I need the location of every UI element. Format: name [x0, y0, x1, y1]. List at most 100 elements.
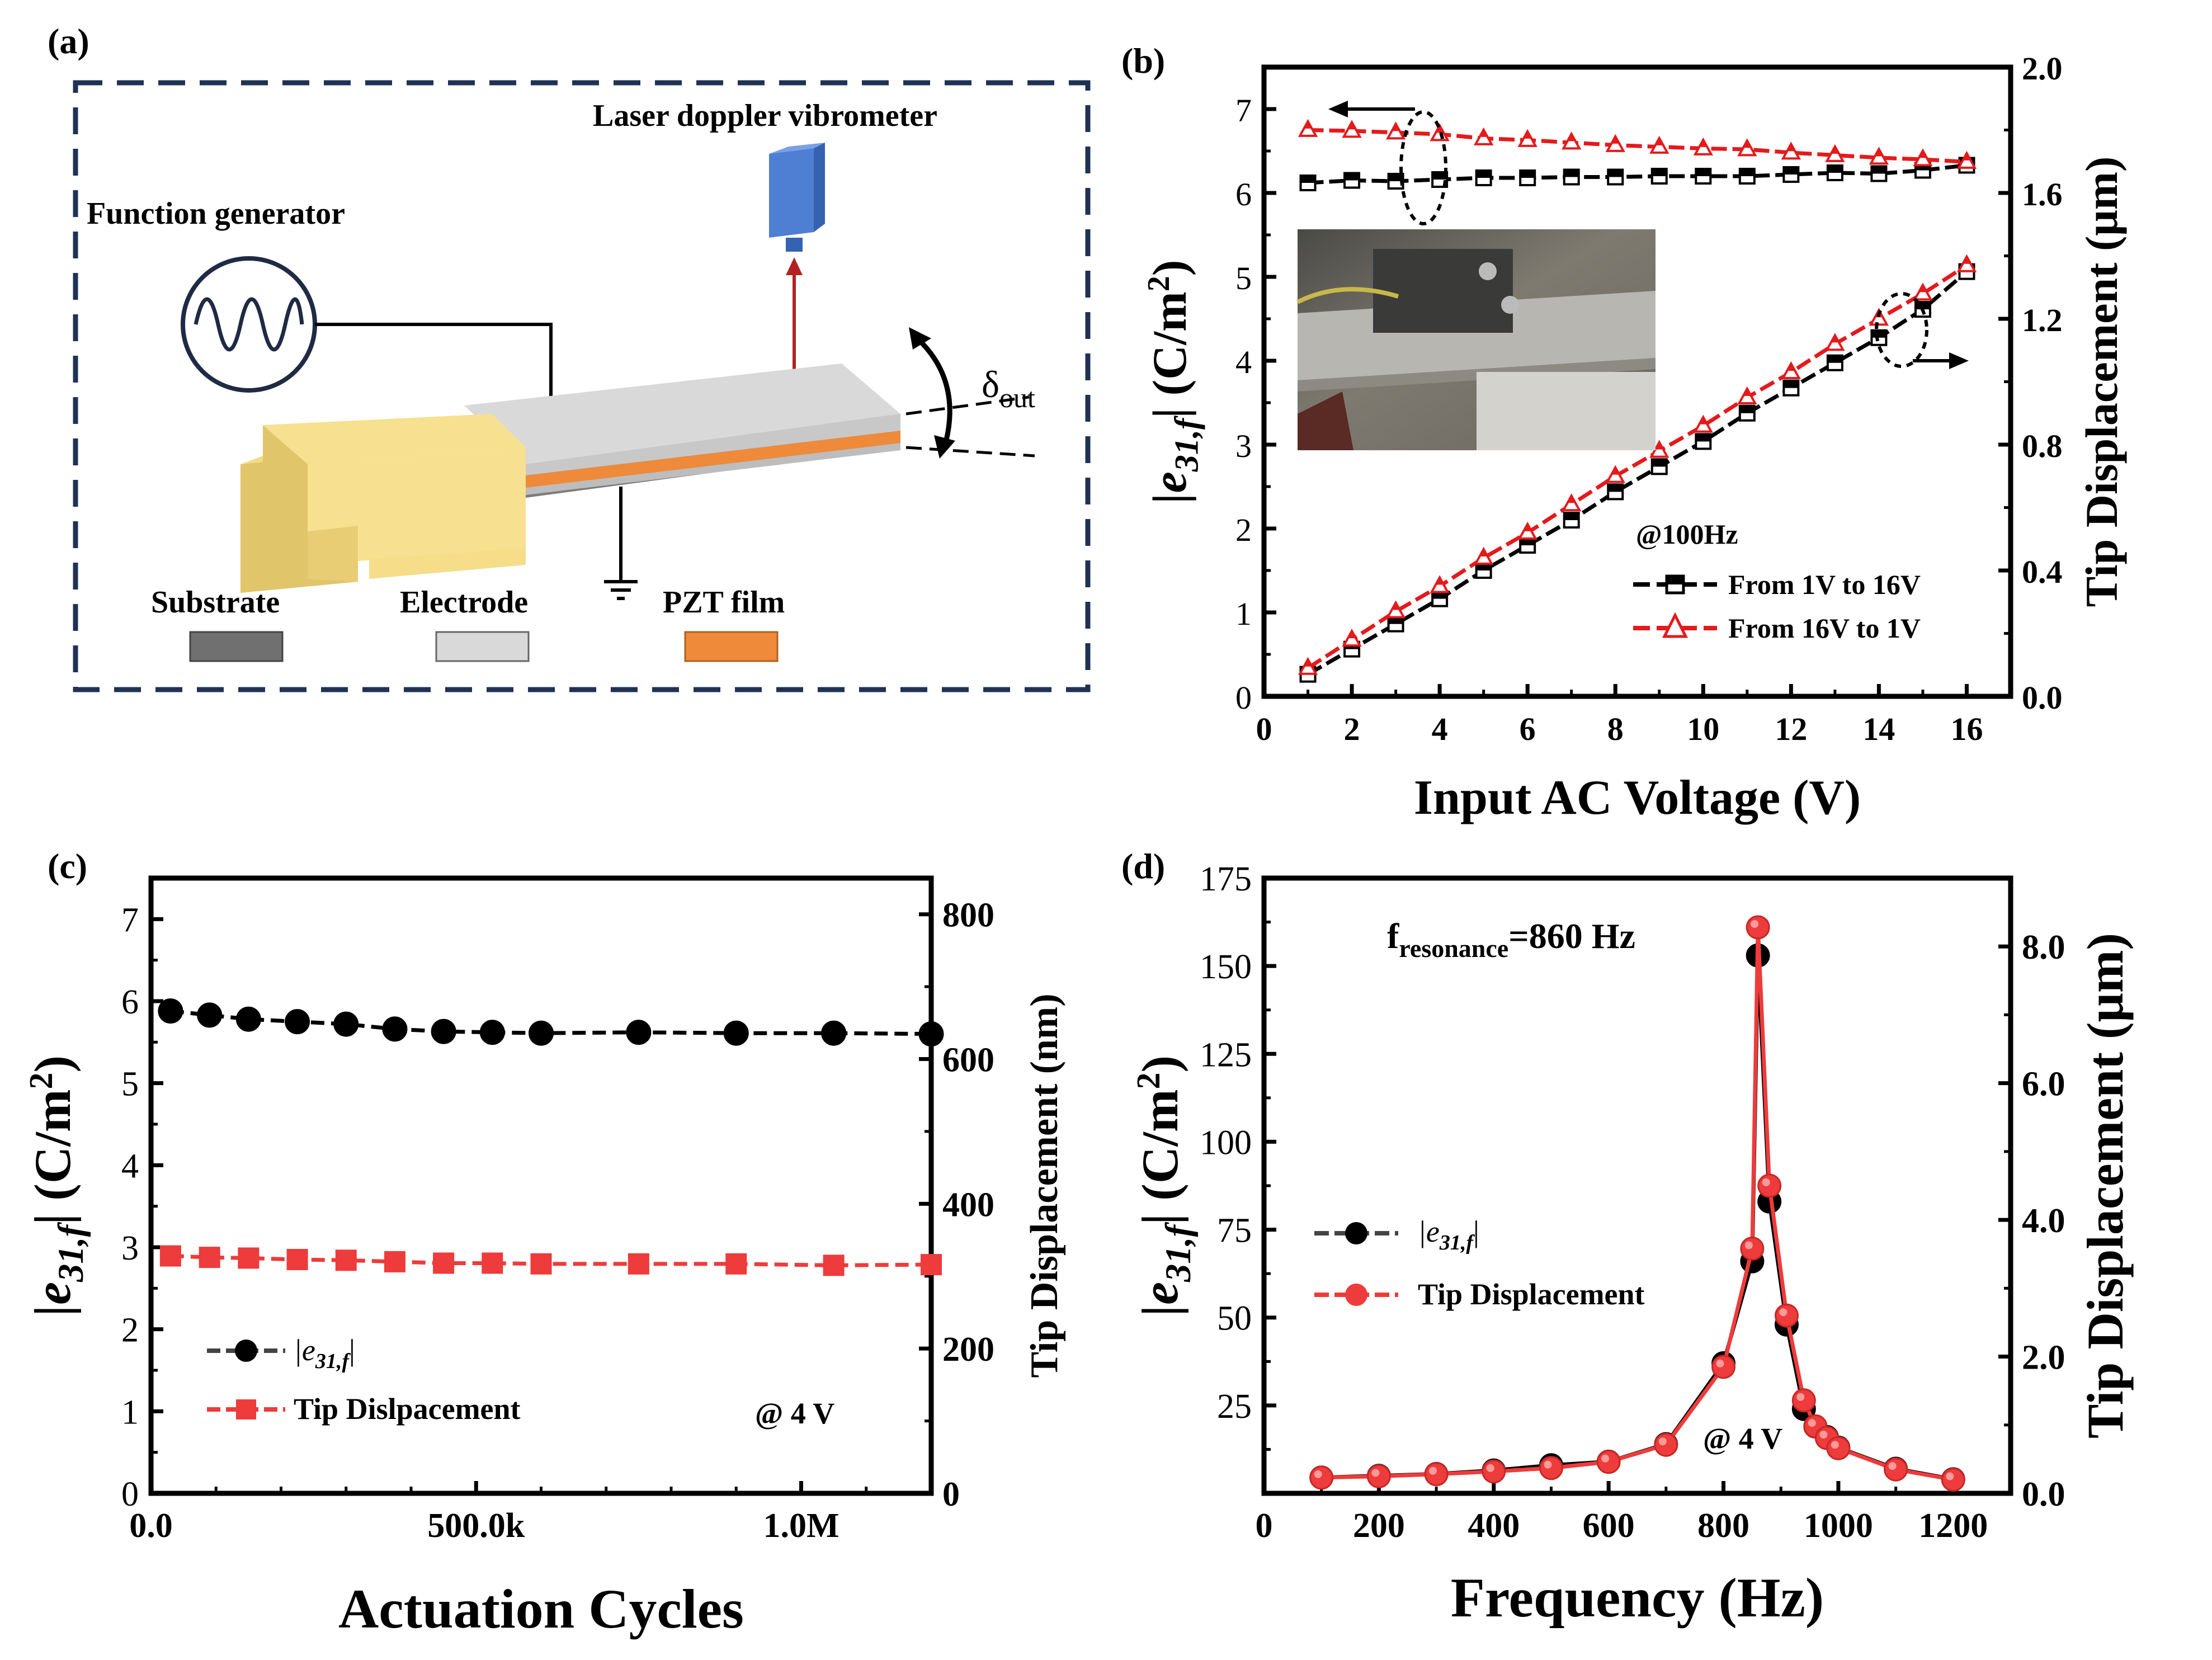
material-legend: Substrate Electrode PZT film [151, 585, 785, 662]
data-point-top [1347, 631, 1356, 639]
function-generator-label: Function generator [87, 196, 345, 231]
data-point-half [1564, 169, 1579, 177]
data-point [628, 1253, 649, 1275]
data-point-top [1963, 153, 1971, 161]
data-point-half [1827, 166, 1842, 173]
data-point-top [1743, 389, 1751, 397]
laser-head-icon [769, 143, 825, 252]
data-point [1711, 1355, 1736, 1379]
data-point [530, 1253, 552, 1275]
data-point-half [1564, 513, 1579, 520]
y2-tick-label: 400 [942, 1186, 994, 1224]
data-point [235, 1006, 261, 1032]
y2-tick-label: 0.4 [2022, 554, 2063, 590]
y2-tick-label: 200 [942, 1331, 994, 1369]
data-point-highlight [1429, 1466, 1437, 1475]
data-point-half [1476, 563, 1491, 570]
panel-b-legend: From 1V to 16V From 16V to 1V [1633, 569, 1921, 644]
data-point [482, 1252, 503, 1274]
data-point [431, 1018, 456, 1044]
x-tick-label: 16 [1950, 711, 1983, 747]
cantilever-icon [464, 364, 900, 498]
legend-substrate-label: Substrate [151, 585, 280, 620]
data-point-half [1300, 176, 1315, 183]
series-line [1308, 163, 1967, 185]
data-point-top [1304, 121, 1312, 129]
y-tick-label: 25 [1217, 1388, 1252, 1426]
schematic-frame [73, 80, 1091, 692]
y2-tick-label: 1.6 [2022, 176, 2063, 213]
data-point [1941, 1468, 1965, 1492]
data-point-top [1699, 417, 1708, 425]
y-tick-label: 7 [121, 901, 139, 939]
data-point-top [1743, 140, 1751, 148]
data-point-half [1871, 166, 1886, 174]
data-point [1775, 1303, 1799, 1328]
data-point-highlight [1888, 1462, 1897, 1470]
data-point-highlight [1819, 1431, 1828, 1439]
data-point-highlight [1946, 1472, 1954, 1480]
data-point-top [1524, 524, 1532, 531]
electrode-swatch [435, 631, 530, 662]
data-point [1884, 1457, 1908, 1482]
y2-tick-label: 0.0 [2022, 1475, 2065, 1513]
x-tick-label: 0 [1256, 1507, 1273, 1545]
data-point-highlight [1371, 1469, 1380, 1477]
legend-down-sweep: From 16V to 1V [1728, 612, 1921, 644]
x-axis-label: Input AC Voltage (V) [1414, 771, 1861, 825]
data-point-top [1831, 335, 1840, 343]
data-point-top [1567, 496, 1576, 503]
panel-label-d: (d) [1121, 846, 1165, 886]
data-point-half [1608, 169, 1623, 177]
legend-up-sweep: From 1V to 16V [1728, 569, 1921, 600]
x-axis-label: Actuation Cycles [338, 1578, 744, 1640]
data-point-half [1476, 171, 1491, 178]
data-point [1757, 1173, 1782, 1198]
data-point-top [1918, 150, 1927, 158]
series-line [1308, 128, 1967, 164]
panel-c-legend: |e31,f| Tip Dislpacement [207, 1333, 521, 1426]
panel-d-axes: 0 200 400 600 800 1000 1200 25 50 75 100 125 150 175 0… [1130, 860, 2134, 1629]
data-point-top [1787, 364, 1795, 371]
data-point [823, 1255, 845, 1276]
data-point-highlight [1486, 1464, 1494, 1472]
data-point [1740, 1236, 1765, 1261]
data-point [1596, 1450, 1621, 1474]
data-point [1309, 1465, 1334, 1490]
data-point-half [1739, 405, 1754, 413]
data-point-top [1435, 577, 1444, 585]
x-tick-label: 200 [1353, 1507, 1405, 1545]
x-tick-label: 14 [1862, 711, 1895, 747]
data-point-half [1696, 434, 1711, 442]
y2-axis-label: Tip Displacement (μm) [2077, 933, 2134, 1439]
series-line [1307, 263, 1968, 670]
x-tick-label: 10 [1687, 711, 1719, 747]
data-point [199, 1247, 220, 1268]
panel-d-chart: (d) 0 200 400 600 800 1000 1200 25 50 75 100 125 150… [1121, 846, 2134, 1629]
data-point [1366, 1464, 1391, 1488]
data-point-half [1388, 616, 1403, 624]
y-tick-label: 125 [1200, 1036, 1252, 1074]
data-point-top [1963, 256, 1971, 264]
y2-tick-label: 800 [942, 897, 994, 935]
clamp-icon [240, 414, 526, 593]
data-point-top [1479, 549, 1488, 557]
legend-e31f: |e31,f| [294, 1333, 355, 1373]
data-point-top [1699, 139, 1708, 147]
data-point-half [1432, 591, 1447, 599]
pzt-swatch [684, 631, 779, 662]
data-point [333, 1011, 359, 1037]
panel-b-axes: 0 2 4 6 8 10 12 14 16012345670.00.40.81.21.62.0I… [1142, 50, 2127, 825]
x-tick-label: 800 [1697, 1507, 1749, 1545]
data-point-half [1432, 172, 1447, 180]
y2-axis-label: Tip Displacement (μm) [2076, 157, 2127, 607]
laser-label: Laser doppler vibrometer [593, 98, 937, 133]
y-tick-label: 100 [1200, 1124, 1252, 1162]
panel-label-a: (a) [48, 21, 89, 61]
data-point [1826, 1436, 1851, 1460]
series-line [1307, 270, 1968, 676]
inset-photo [1296, 229, 1656, 450]
data-point-top [1611, 136, 1620, 144]
y-tick-label: 3 [121, 1229, 139, 1267]
deflection-label: δout [982, 363, 1035, 413]
